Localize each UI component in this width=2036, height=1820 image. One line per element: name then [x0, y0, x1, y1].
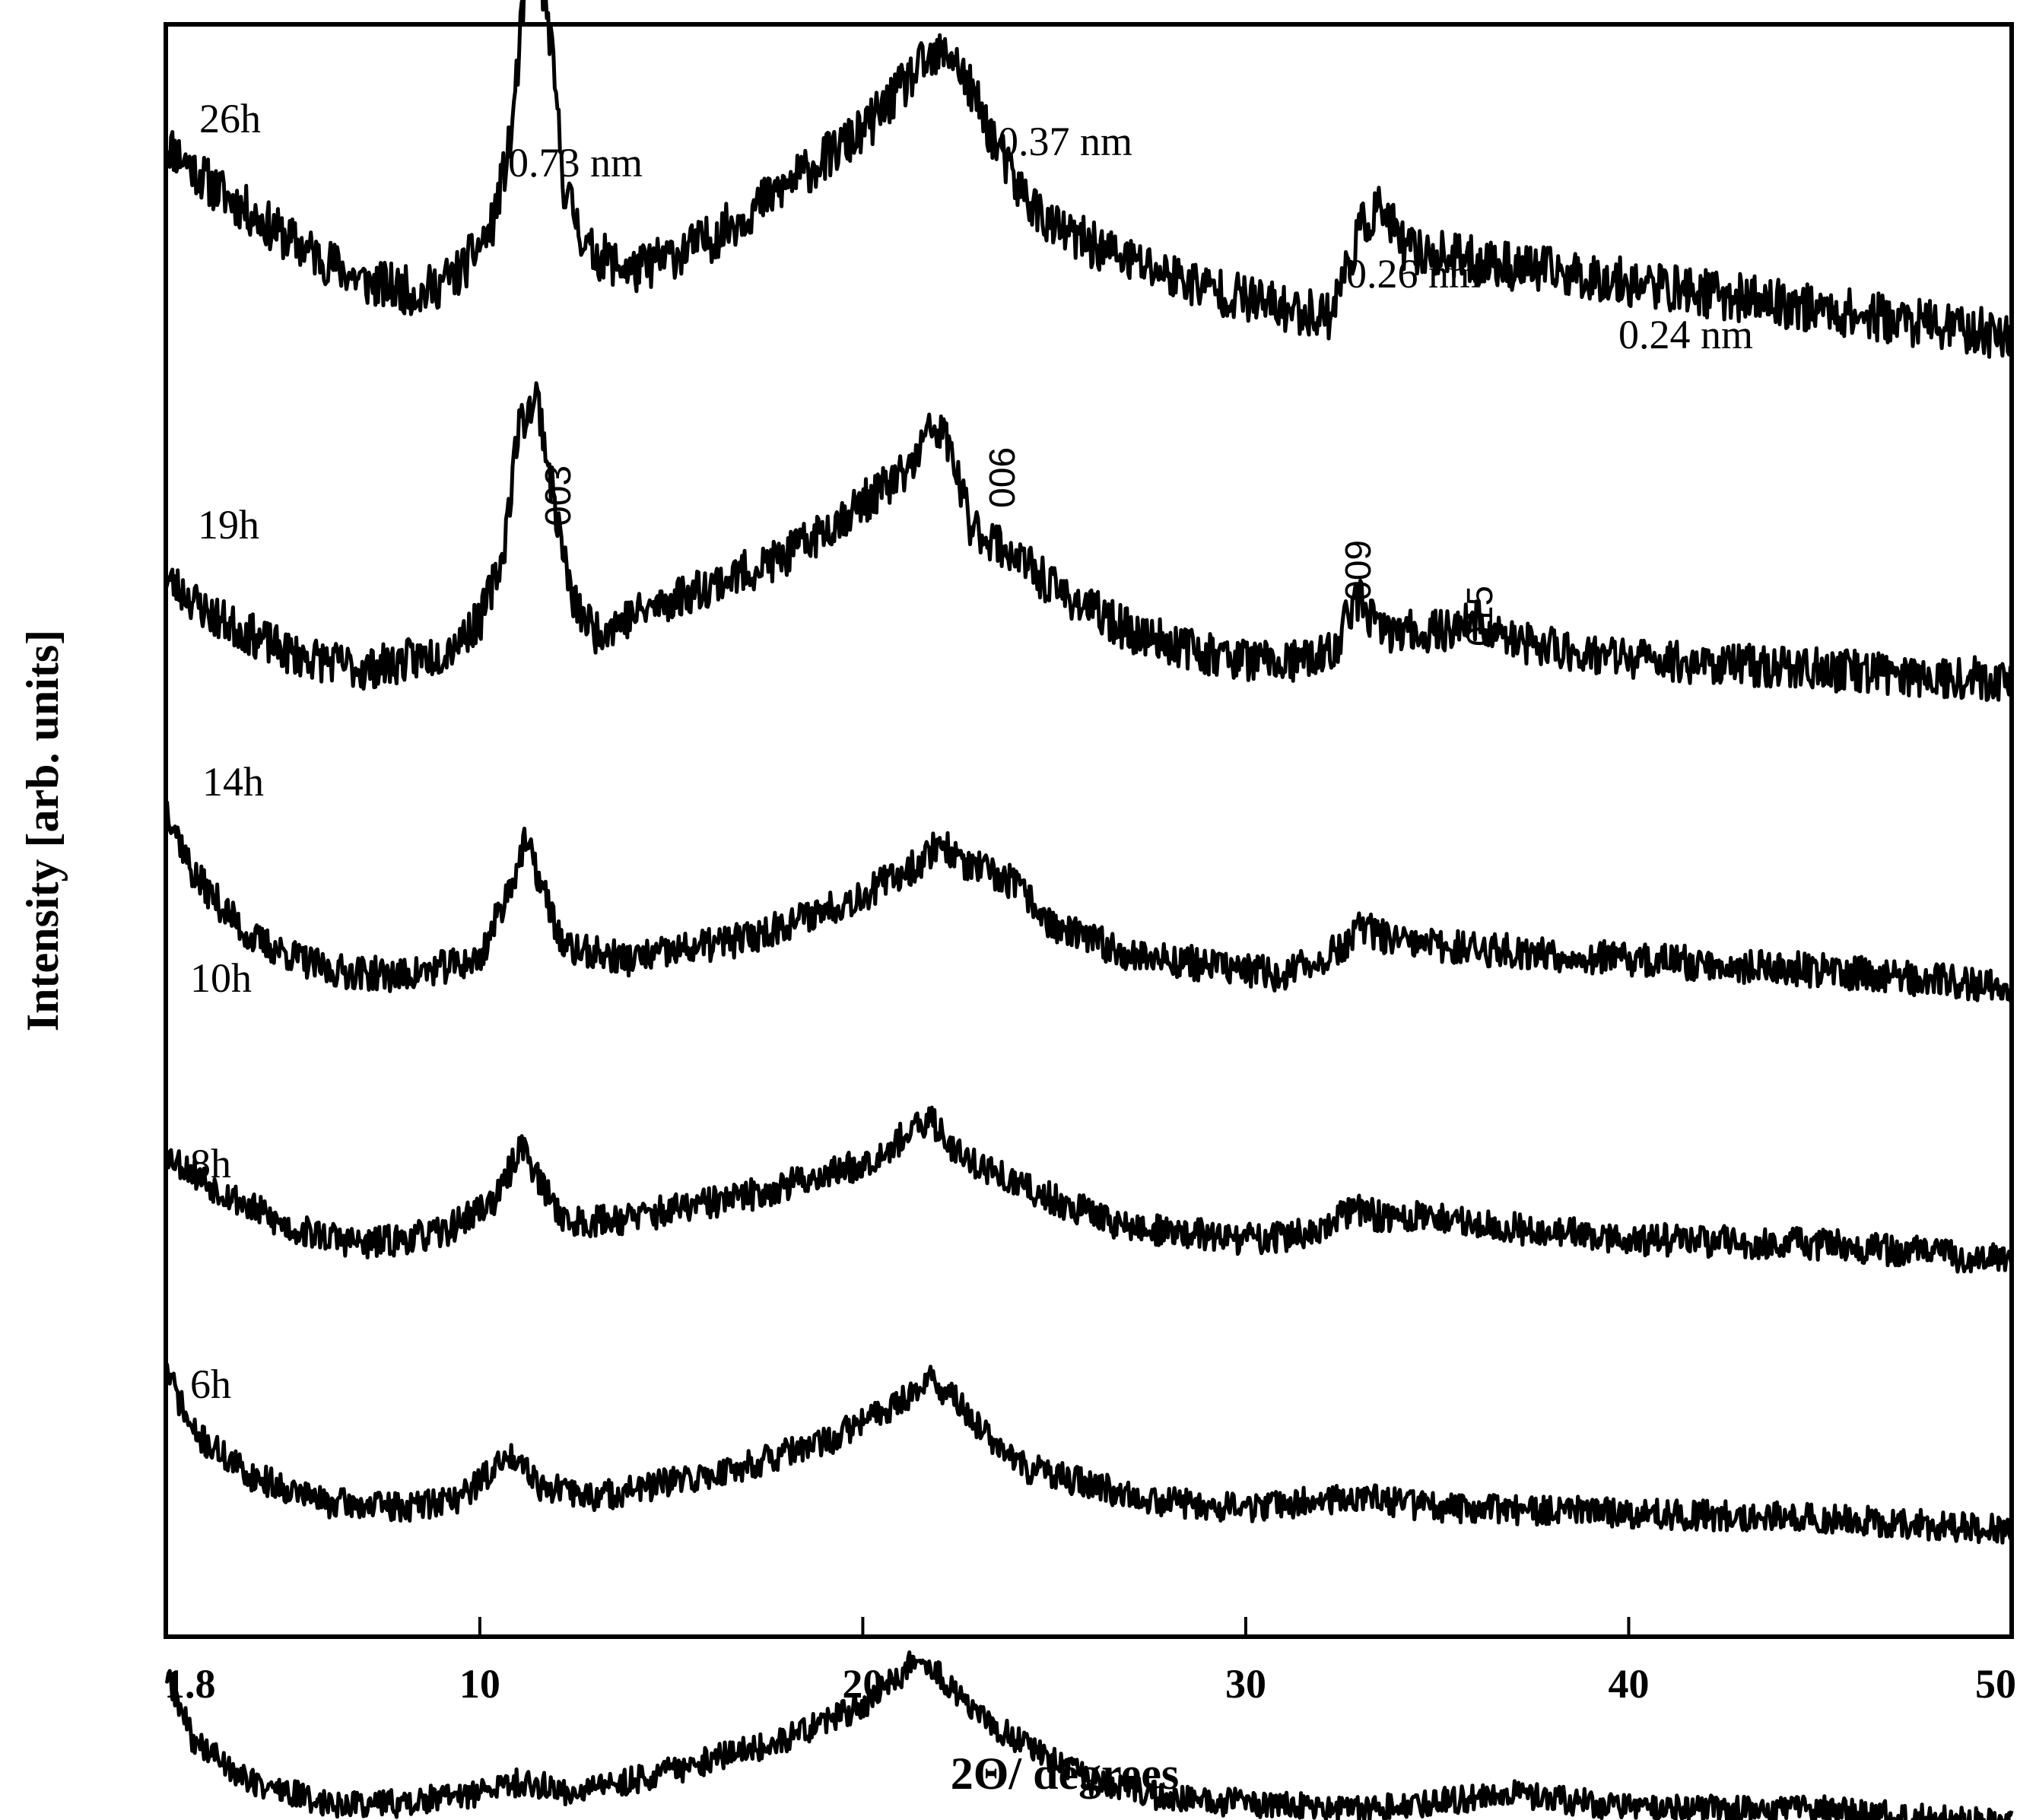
series-label-10h: 10h — [190, 955, 252, 1001]
x-tick-label: 10 — [459, 1661, 500, 1707]
hkl-label-015: 015 — [1460, 586, 1501, 646]
d-spacing-label-037nm: 0.37 nm — [998, 119, 1132, 164]
trace-26h — [165, 0, 2014, 359]
trace-10h — [164, 1105, 2014, 1274]
series-label-6h: 6h — [190, 1361, 231, 1407]
x-axis-ticks: 1.8 10 20 30 40 50 — [164, 1617, 2016, 1707]
hkl-label-006: 006 — [983, 447, 1023, 508]
series-label-19h: 19h — [198, 502, 259, 548]
trace-14h — [164, 800, 2014, 1003]
d-spacing-label-073nm: 0.73 nm — [508, 140, 643, 186]
x-tick-label: 20 — [842, 1661, 883, 1707]
trace-group — [164, 0, 2014, 1820]
hkl-label-009: 009 — [1339, 540, 1379, 601]
x-axis-title: 2Θ/ degrees — [951, 1749, 1180, 1799]
series-label-14h: 14h — [202, 759, 264, 805]
y-axis-title: Intensity [arb. units] — [17, 630, 68, 1031]
d-spacing-label-024nm: 0.24 nm — [1618, 312, 1753, 357]
x-tick-label: 30 — [1225, 1661, 1266, 1707]
trace-19h — [164, 381, 2014, 702]
x-tick-label: 1.8 — [164, 1661, 216, 1707]
trace-8h — [164, 1362, 2014, 1545]
d-spacing-label-026nm: 0.26 nm — [1346, 251, 1481, 297]
x-tick-label: 40 — [1608, 1661, 1649, 1707]
plot-frame — [164, 22, 2014, 1639]
trace-6h — [164, 1650, 2014, 1820]
annotation-group: 26h 19h 14h 10h 8h 6h 0.73 nm 0.37 nm 0.26 nm 0.2… — [190, 96, 1753, 1407]
hkl-label-003: 003 — [538, 465, 579, 526]
series-label-8h: 8h — [190, 1141, 231, 1186]
series-label-26h: 26h — [199, 96, 261, 141]
x-tick-label: 50 — [1975, 1661, 2016, 1707]
